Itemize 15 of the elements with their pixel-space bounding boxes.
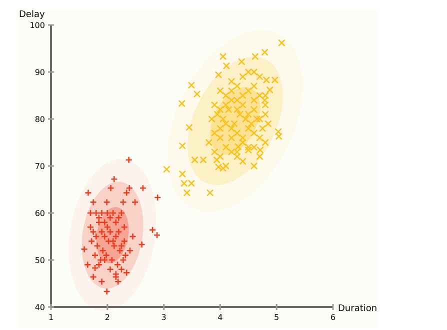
y-tick-label: 90 xyxy=(34,68,45,77)
y-tick-label: 50 xyxy=(34,256,45,265)
y-axis-title: Delay xyxy=(19,10,46,20)
x-tick-label: 2 xyxy=(104,313,110,322)
y-tick-label: 100 xyxy=(30,21,45,30)
x-tick-label: 1 xyxy=(48,313,54,322)
x-tick-label: 4 xyxy=(218,313,223,322)
x-tick-label: 5 xyxy=(274,313,280,322)
y-tick-label: 80 xyxy=(34,115,45,124)
y-tick-label: 40 xyxy=(34,303,45,312)
x-axis-title: Duration xyxy=(338,304,378,314)
y-tick-label: 60 xyxy=(34,209,45,218)
x-tick-label: 6 xyxy=(330,313,336,322)
x-tick-label: 3 xyxy=(161,313,166,322)
y-tick-label: 70 xyxy=(34,162,45,171)
